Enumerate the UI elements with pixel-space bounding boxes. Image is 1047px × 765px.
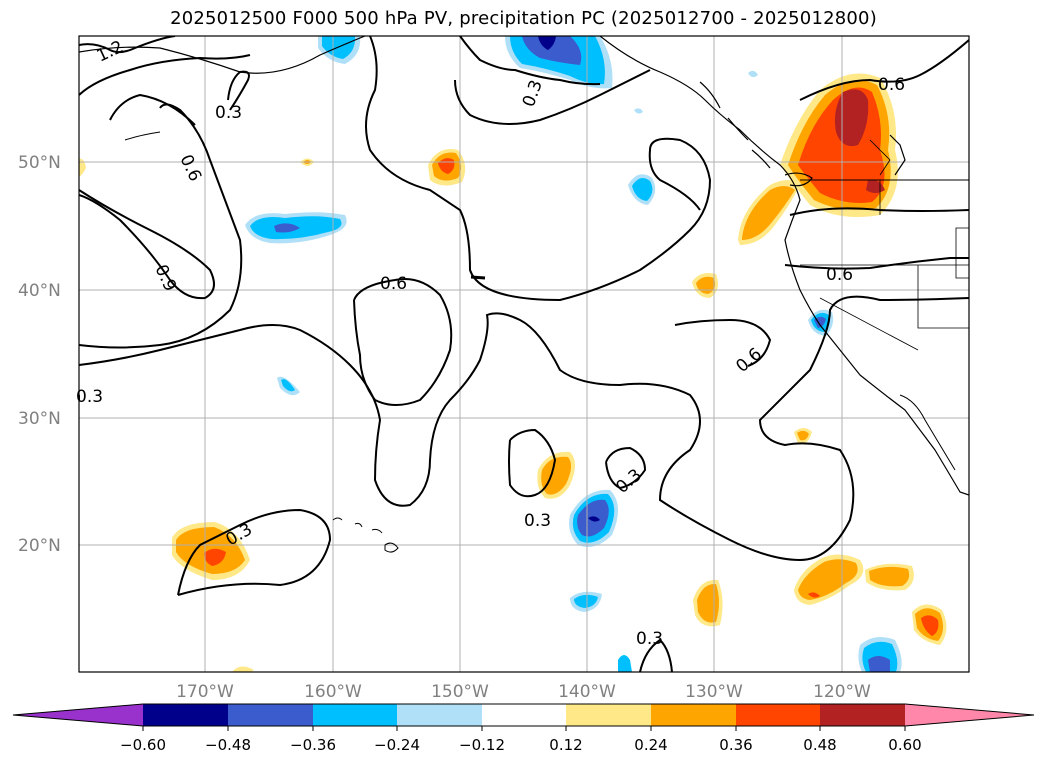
contour-label: 0.3 — [636, 629, 663, 649]
lat-label: 40°N — [18, 281, 61, 301]
colorbar-tick-label: 0.24 — [634, 736, 667, 754]
colorbar-tick-label: −0.12 — [459, 736, 505, 754]
lon-label: 170°W — [176, 682, 234, 702]
colorbar-segment — [482, 704, 566, 726]
map-frame — [78, 35, 970, 673]
colorbar-segment — [651, 704, 736, 726]
colorbar-segment — [736, 704, 820, 726]
contour-label: 0.3 — [524, 511, 551, 531]
contour-label: 0.6 — [826, 265, 853, 285]
colorbar-segment — [313, 704, 397, 726]
colorbar-tick-label: −0.36 — [290, 736, 336, 754]
colorbar-tick-label: −0.48 — [205, 736, 251, 754]
colorbar-tick-label: 0.60 — [888, 736, 921, 754]
colorbar: −0.60 −0.48 −0.36 −0.24 −0.12 0.12 0.24 … — [12, 703, 1035, 754]
lat-label: 30°N — [18, 409, 61, 429]
latitude-labels: 50°N 40°N 30°N 20°N — [18, 153, 61, 556]
colorbar-tick-label: 0.36 — [719, 736, 752, 754]
contour-label: 0.6 — [380, 274, 407, 294]
map-title: 2025012500 F000 500 hPa PV, precipitatio… — [170, 8, 877, 29]
pv-contours — [79, 36, 969, 672]
lat-label: 50°N — [18, 153, 61, 173]
lon-label: 150°W — [431, 682, 489, 702]
colorbar-high-extension — [905, 704, 1034, 726]
contour-label: 0.3 — [76, 387, 103, 407]
colorbar-low-extension — [13, 704, 143, 726]
colorbar-ticks — [142, 726, 906, 731]
colorbar-tick-label: 0.48 — [803, 736, 836, 754]
colorbar-tick-label: −0.60 — [120, 736, 166, 754]
longitude-labels: 170°W 160°W 150°W 140°W 130°W 120°W — [176, 682, 871, 702]
hawaiian-islands — [332, 517, 399, 553]
lon-label: 130°W — [685, 682, 743, 702]
colorbar-tick-label: −0.24 — [374, 736, 420, 754]
lat-label: 20°N — [18, 536, 61, 556]
colorbar-segment — [566, 704, 651, 726]
colorbar-tick-label: 0.12 — [549, 736, 582, 754]
colorbar-segment — [143, 704, 228, 726]
graticule — [79, 36, 969, 672]
lon-label: 140°W — [558, 682, 616, 702]
colorbar-segment — [397, 704, 482, 726]
contour-label: 0.3 — [215, 103, 242, 123]
lon-label: 120°W — [813, 682, 871, 702]
colorbar-segment — [820, 704, 905, 726]
colorbar-segment — [228, 704, 313, 726]
contour-label: 0.6 — [878, 75, 905, 95]
lon-label: 160°W — [304, 682, 362, 702]
